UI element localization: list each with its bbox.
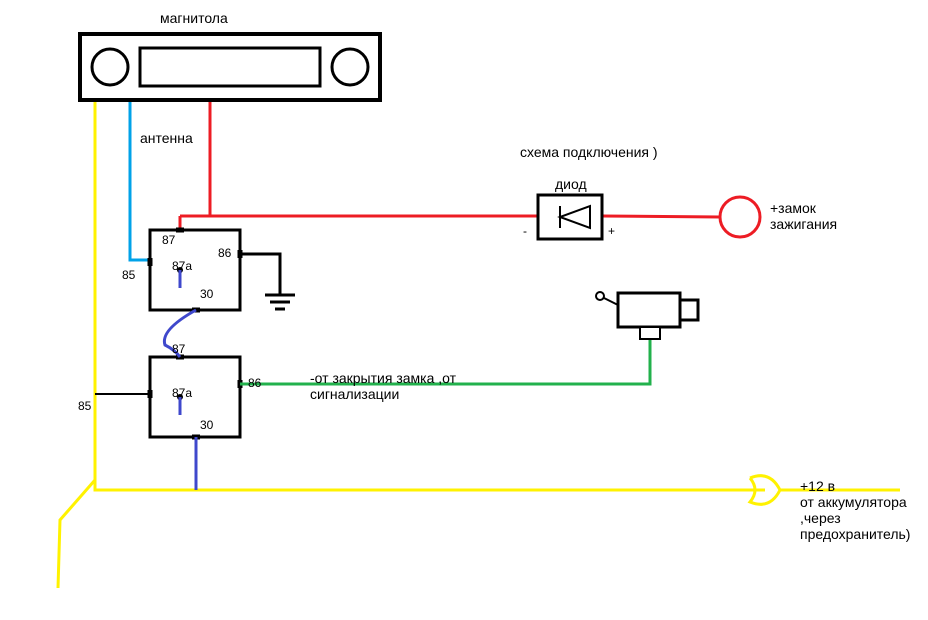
antenna-label: антенна [140, 130, 193, 146]
relay1-pin30: 30 [200, 287, 213, 301]
diode-plus-label: + [608, 224, 615, 238]
diode-label: диод [555, 176, 587, 192]
radio-knob-left [92, 49, 128, 85]
battery-label: +12 в от аккумулятора ,через предохранит… [800, 478, 910, 542]
relay1-pin86: 86 [218, 246, 231, 260]
wiring-diagram [0, 0, 928, 620]
radio-title-label: магнитола [160, 10, 228, 26]
scheme-label: схема подключения ) [520, 144, 658, 160]
relay2-pin30: 30 [200, 418, 213, 432]
diode-box [538, 195, 602, 239]
relay1-pin85: 85 [122, 268, 135, 282]
ignition-label: +замок зажигания [770, 200, 837, 232]
relay2-pin85: 85 [78, 399, 91, 413]
ignition-circle [720, 197, 760, 237]
antenna-wire [130, 100, 150, 260]
radio-knob-right [332, 49, 368, 85]
relay1-pin87: 87 [162, 233, 175, 247]
alarm-label: -от закрытия замка ,от сигнализации [310, 370, 456, 402]
relay1-pin87a: 87а [172, 259, 192, 273]
yellow-wire-branch [58, 480, 95, 588]
red-wire-to-ignition [602, 216, 720, 217]
relay2-pin87a: 87а [172, 386, 192, 400]
radio-display [140, 48, 320, 86]
relay2-pin87: 87 [172, 342, 185, 356]
ground-wire [240, 254, 280, 295]
relay2-pin86: 86 [248, 376, 261, 390]
diode-minus-label: - [523, 224, 527, 238]
relay2-box [150, 357, 240, 437]
connector-device [596, 292, 698, 339]
